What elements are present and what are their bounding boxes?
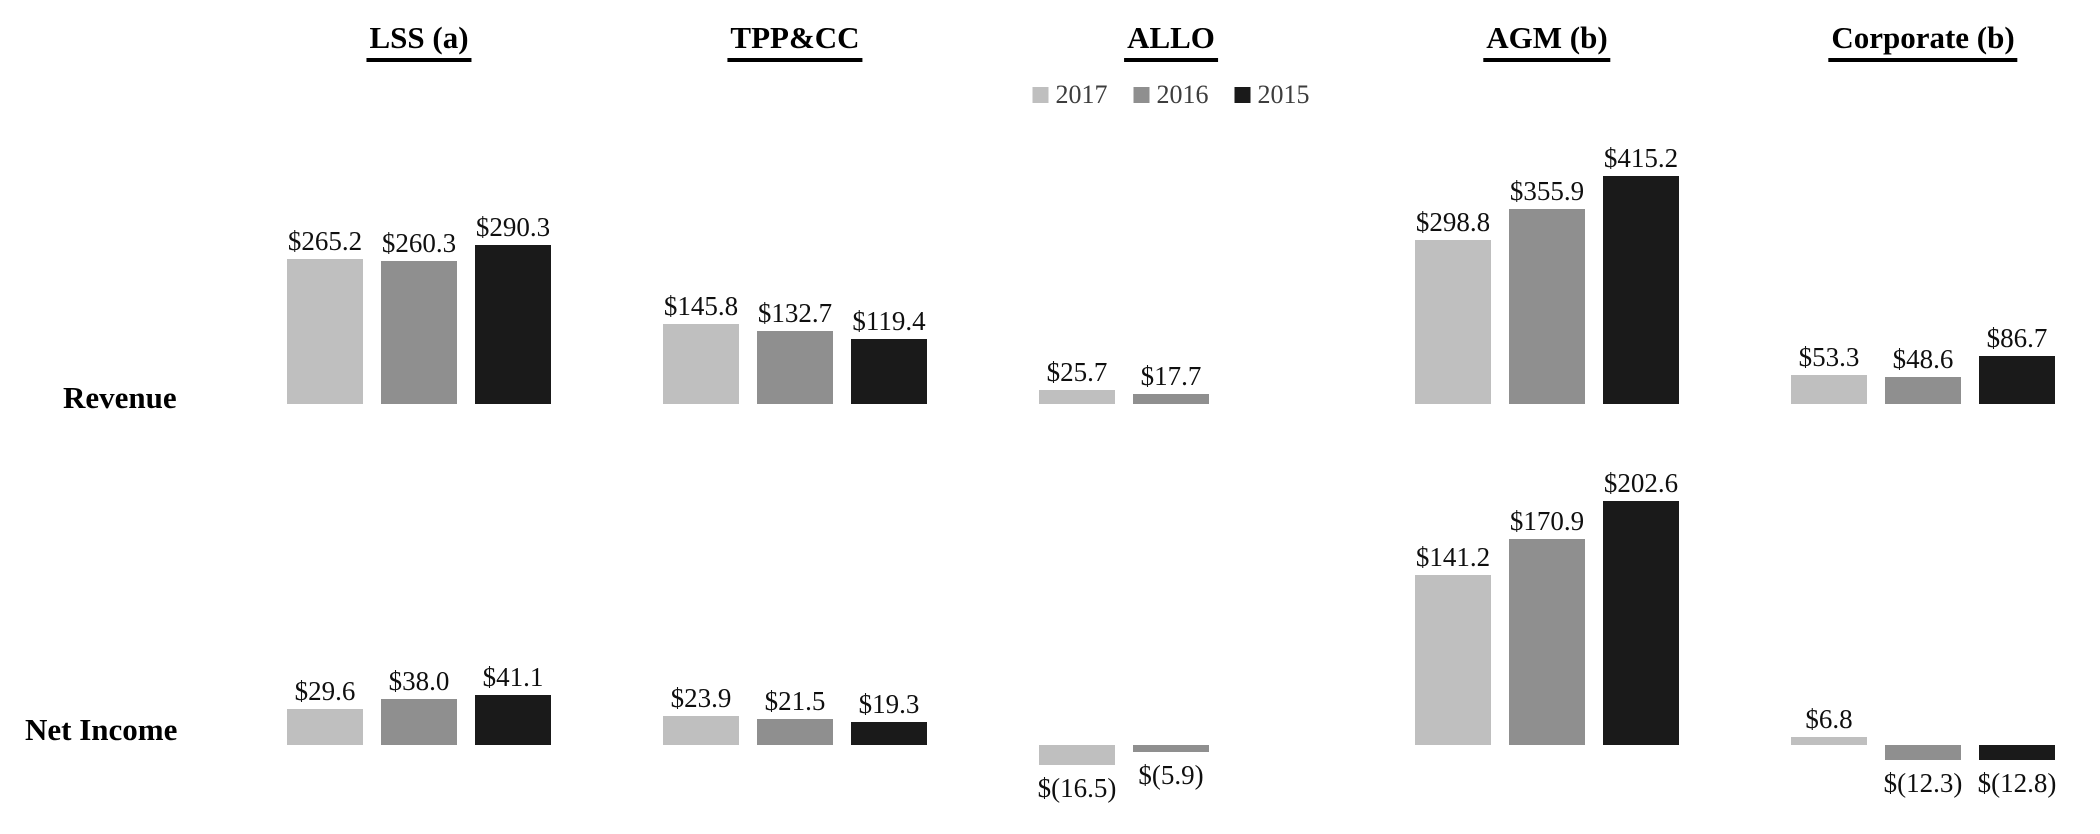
revenue-value-tpp-cc-2015: $119.4 <box>852 306 926 336</box>
net-income-bar-corporate-b-2016 <box>1885 745 1961 760</box>
segment-header-corporate-b: Corporate (b) <box>1828 20 2018 62</box>
revenue-bar-lss-a-2015 <box>475 245 551 404</box>
revenue-value-agm-b-2016: $355.9 <box>1509 176 1585 206</box>
net-income-bar-allo-2017 <box>1039 745 1115 765</box>
chart-legend: 2017 2016 2015 <box>1032 80 1310 110</box>
revenue-value-agm-b-2017: $298.8 <box>1415 207 1491 237</box>
net-income-value-lss-a-2015: $41.1 <box>482 662 544 692</box>
row-label-revenue: Revenue <box>63 380 177 415</box>
net-income-value-corporate-b-2016: $(12.3) <box>1883 768 1963 798</box>
revenue-bar-agm-b-2015 <box>1603 176 1679 404</box>
legend-label-2017: 2017 <box>1055 80 1108 109</box>
legend-label-2015: 2015 <box>1257 80 1310 109</box>
revenue-value-allo-2016: $17.7 <box>1140 361 1202 391</box>
net-income-bar-corporate-b-2015 <box>1979 745 2055 760</box>
legend-item-2015: 2015 <box>1234 80 1310 110</box>
net-income-value-tpp-cc-2017: $23.9 <box>670 683 732 713</box>
revenue-bar-allo-2017 <box>1039 390 1115 404</box>
segment-header-lss-a: LSS (a) <box>366 20 472 62</box>
revenue-bar-lss-a-2016 <box>381 261 457 404</box>
revenue-bar-corporate-b-2016 <box>1885 377 1961 404</box>
net-income-value-agm-b-2016: $170.9 <box>1509 506 1585 536</box>
legend-label-2016: 2016 <box>1156 80 1209 109</box>
revenue-bar-corporate-b-2017 <box>1791 375 1867 404</box>
revenue-value-corporate-b-2016: $48.6 <box>1892 344 1954 374</box>
net-income-bar-lss-a-2016 <box>381 699 457 745</box>
segment-header-tpp-cc: TPP&CC <box>727 20 863 62</box>
net-income-bar-agm-b-2015 <box>1603 501 1679 745</box>
net-income-bar-agm-b-2017 <box>1415 575 1491 745</box>
net-income-bar-tpp-cc-2017 <box>663 716 739 745</box>
net-income-bar-lss-a-2017 <box>287 709 363 745</box>
revenue-bar-agm-b-2017 <box>1415 240 1491 404</box>
revenue-bar-tpp-cc-2016 <box>757 331 833 404</box>
revenue-value-lss-a-2015: $290.3 <box>475 212 551 242</box>
net-income-value-allo-2016: $(5.9) <box>1138 760 1204 790</box>
revenue-bar-agm-b-2016 <box>1509 209 1585 404</box>
net-income-value-agm-b-2015: $202.6 <box>1603 468 1679 498</box>
net-income-value-tpp-cc-2015: $19.3 <box>858 689 920 719</box>
net-income-bar-tpp-cc-2015 <box>851 722 927 745</box>
net-income-value-tpp-cc-2016: $21.5 <box>764 686 826 716</box>
segment-header-agm-b: AGM (b) <box>1483 20 1611 62</box>
net-income-bar-agm-b-2016 <box>1509 539 1585 745</box>
net-income-bar-corporate-b-2017 <box>1791 737 1867 745</box>
net-income-value-corporate-b-2015: $(12.8) <box>1977 768 2057 798</box>
net-income-value-lss-a-2016: $38.0 <box>388 666 450 696</box>
legend-swatch-2015-icon <box>1234 87 1251 103</box>
revenue-value-allo-2017: $25.7 <box>1046 357 1108 387</box>
segment-header-allo: ALLO <box>1124 20 1218 62</box>
revenue-value-lss-a-2017: $265.2 <box>287 226 363 256</box>
revenue-bar-lss-a-2017 <box>287 259 363 404</box>
legend-swatch-2016-icon <box>1133 87 1150 103</box>
revenue-bar-tpp-cc-2015 <box>851 339 927 404</box>
net-income-value-lss-a-2017: $29.6 <box>294 676 356 706</box>
row-label-net-income: Net Income <box>25 712 178 747</box>
net-income-value-corporate-b-2017: $6.8 <box>1805 704 1853 734</box>
revenue-value-corporate-b-2015: $86.7 <box>1986 323 2048 353</box>
legend-item-2017: 2017 <box>1032 80 1108 110</box>
revenue-bar-tpp-cc-2017 <box>663 324 739 404</box>
net-income-value-agm-b-2017: $141.2 <box>1415 542 1491 572</box>
revenue-bar-corporate-b-2015 <box>1979 356 2055 404</box>
net-income-bar-lss-a-2015 <box>475 695 551 745</box>
revenue-value-tpp-cc-2016: $132.7 <box>757 298 833 328</box>
legend-swatch-2017-icon <box>1032 87 1049 103</box>
revenue-value-lss-a-2016: $260.3 <box>381 228 457 258</box>
revenue-value-tpp-cc-2017: $145.8 <box>663 291 739 321</box>
legend-item-2016: 2016 <box>1133 80 1209 110</box>
net-income-value-allo-2017: $(16.5) <box>1037 773 1117 803</box>
revenue-value-agm-b-2015: $415.2 <box>1603 143 1679 173</box>
revenue-bar-allo-2016 <box>1133 394 1209 404</box>
revenue-value-corporate-b-2017: $53.3 <box>1798 342 1860 372</box>
net-income-bar-allo-2016 <box>1133 745 1209 752</box>
net-income-bar-tpp-cc-2016 <box>757 719 833 745</box>
